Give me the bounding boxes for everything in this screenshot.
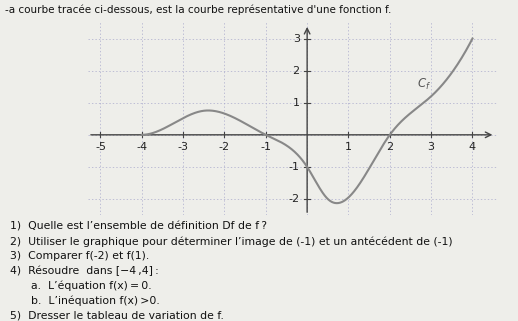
Text: 4)  Résoudre  dans [−4 ,4] :: 4) Résoudre dans [−4 ,4] : — [10, 266, 159, 276]
Text: 5)  Dresser le tableau de variation de f.: 5) Dresser le tableau de variation de f. — [10, 311, 224, 321]
Text: -2: -2 — [289, 194, 300, 204]
Text: 3)  Comparer f(-2) et f(1).: 3) Comparer f(-2) et f(1). — [10, 251, 150, 261]
Text: -5: -5 — [95, 142, 106, 152]
Text: 2: 2 — [386, 142, 393, 152]
Text: -3: -3 — [178, 142, 189, 152]
Text: 1: 1 — [345, 142, 352, 152]
Text: -a courbe tracée ci-dessous, est la courbe représentative d'une fonction f.: -a courbe tracée ci-dessous, est la cour… — [5, 5, 392, 15]
Text: a.  L’équation f(x) = 0.: a. L’équation f(x) = 0. — [10, 281, 152, 291]
Text: 4: 4 — [469, 142, 476, 152]
Text: $C_f$: $C_f$ — [416, 77, 431, 92]
Text: -4: -4 — [136, 142, 147, 152]
Text: -1: -1 — [289, 162, 300, 172]
Text: 1)  Quelle est l’ensemble de définition Df de f ?: 1) Quelle est l’ensemble de définition D… — [10, 221, 267, 231]
Text: 1: 1 — [293, 98, 300, 108]
Text: -2: -2 — [219, 142, 230, 152]
Text: 2: 2 — [293, 65, 300, 76]
Text: 3: 3 — [293, 33, 300, 44]
Text: b.  L’inéquation f(x) >0.: b. L’inéquation f(x) >0. — [10, 296, 160, 306]
Text: -1: -1 — [261, 142, 271, 152]
Text: 3: 3 — [428, 142, 435, 152]
Text: 2)  Utiliser le graphique pour déterminer l’image de (-1) et un antécédent de (-: 2) Utiliser le graphique pour déterminer… — [10, 236, 453, 247]
